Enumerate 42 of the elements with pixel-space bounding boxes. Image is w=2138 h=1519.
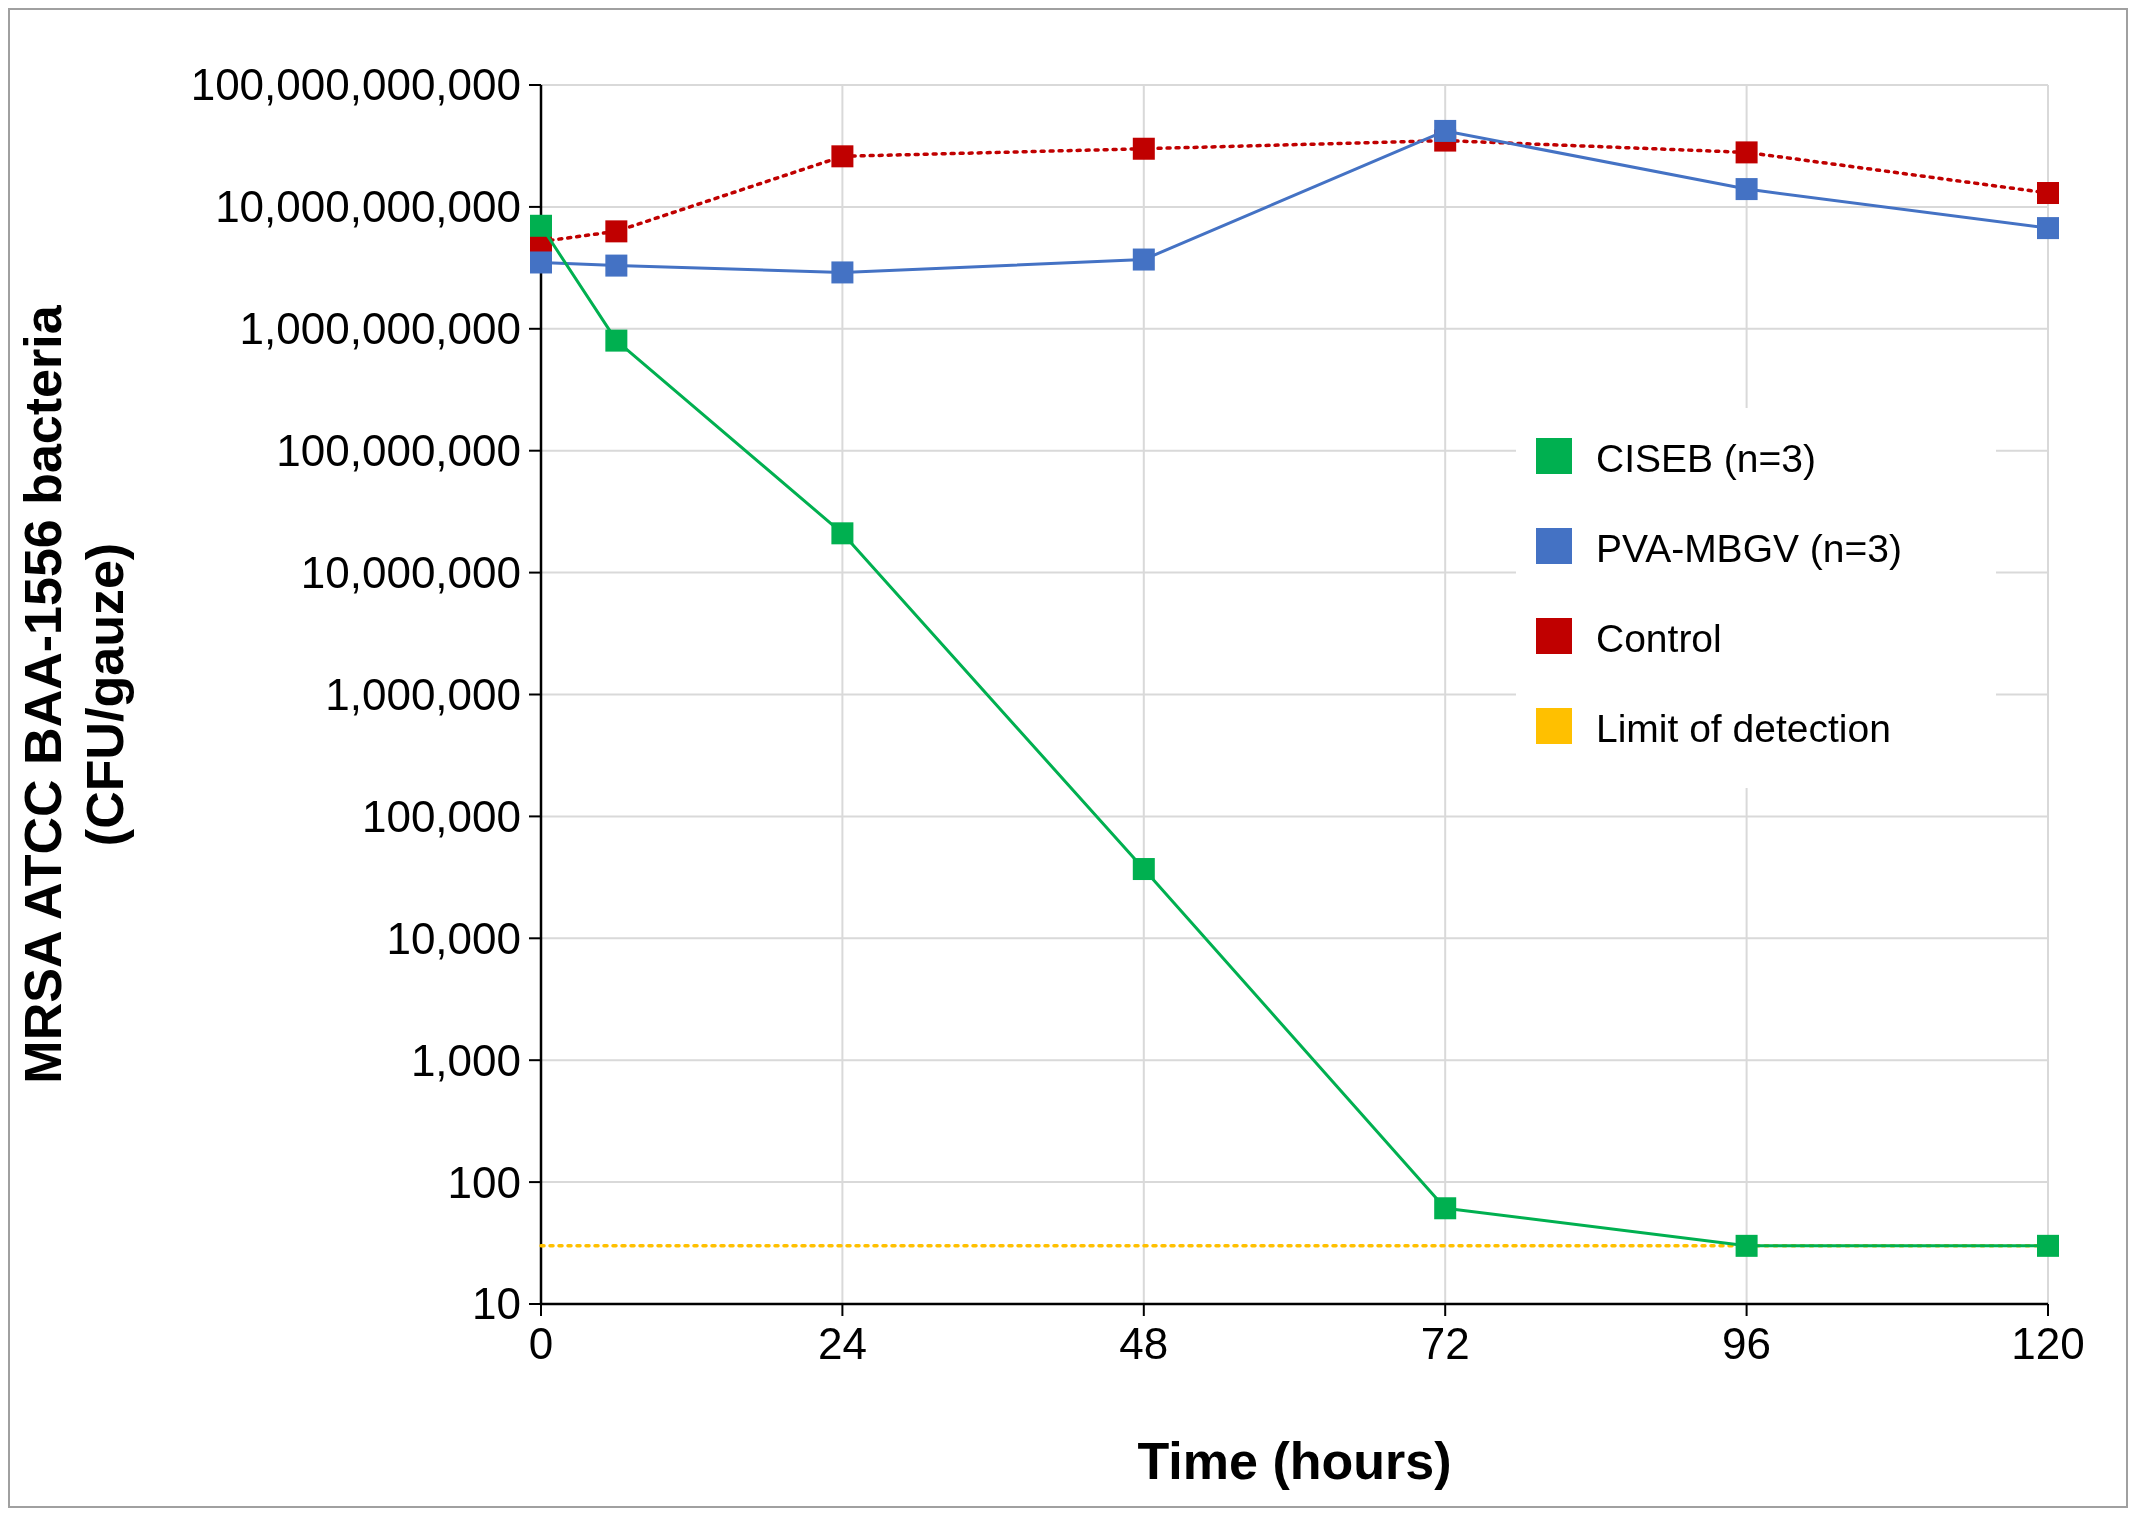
- y-tick-label: 100,000: [361, 791, 521, 841]
- x-tick-label: 96: [1722, 1319, 1772, 1368]
- y-tick-label: 1,000,000,000: [239, 304, 521, 354]
- y-axis-title: MRSA ATCC BAA-1556 bacteria (CFU/gauze): [14, 304, 134, 1084]
- x-tick-label: 48: [1119, 1319, 1169, 1368]
- y-tick-label: 100,000,000: [276, 426, 521, 476]
- legend-label: Control: [1596, 616, 1722, 660]
- point: [1735, 141, 1758, 164]
- point: [2037, 217, 2059, 240]
- point: [1434, 1197, 1457, 1220]
- y-tick-label: 1,000: [410, 1035, 521, 1085]
- point: [530, 251, 552, 274]
- point: [2037, 1234, 2059, 1257]
- point: [605, 329, 628, 352]
- x-tick-label: 120: [2011, 1319, 2085, 1368]
- point: [605, 254, 628, 277]
- y-tick-label: 1,000,000: [325, 669, 521, 719]
- x-tick-label: 0: [528, 1319, 554, 1368]
- point: [831, 522, 854, 545]
- y-tick-label: 100: [447, 1157, 521, 1207]
- y-tick-label: 100,000,000,000: [190, 60, 521, 110]
- point: [1434, 119, 1457, 142]
- point: [605, 220, 628, 243]
- y-tick-label: 10: [472, 1279, 521, 1329]
- x-tick-label: 72: [1420, 1319, 1470, 1368]
- point: [530, 214, 552, 237]
- x-axis-title: Time (hours): [1137, 1432, 1452, 1490]
- y-tick-label: 10,000,000: [300, 548, 521, 597]
- y-tick-label: 10,000: [386, 913, 521, 963]
- point: [831, 261, 854, 284]
- legend-label: CISEB (n=3): [1596, 436, 1817, 480]
- legend-label: Limit of detection: [1596, 706, 1891, 750]
- point: [831, 145, 854, 168]
- y-tick-label: 10,000,000,000: [215, 182, 521, 232]
- point: [1735, 1234, 1758, 1257]
- point: [1132, 248, 1155, 271]
- legend-label: PVA-MBGV (n=3): [1596, 526, 1902, 570]
- point: [1132, 137, 1155, 160]
- point: [1132, 858, 1155, 881]
- point: [1735, 178, 1758, 201]
- point: [2037, 182, 2059, 205]
- x-tick-label: 24: [817, 1319, 867, 1368]
